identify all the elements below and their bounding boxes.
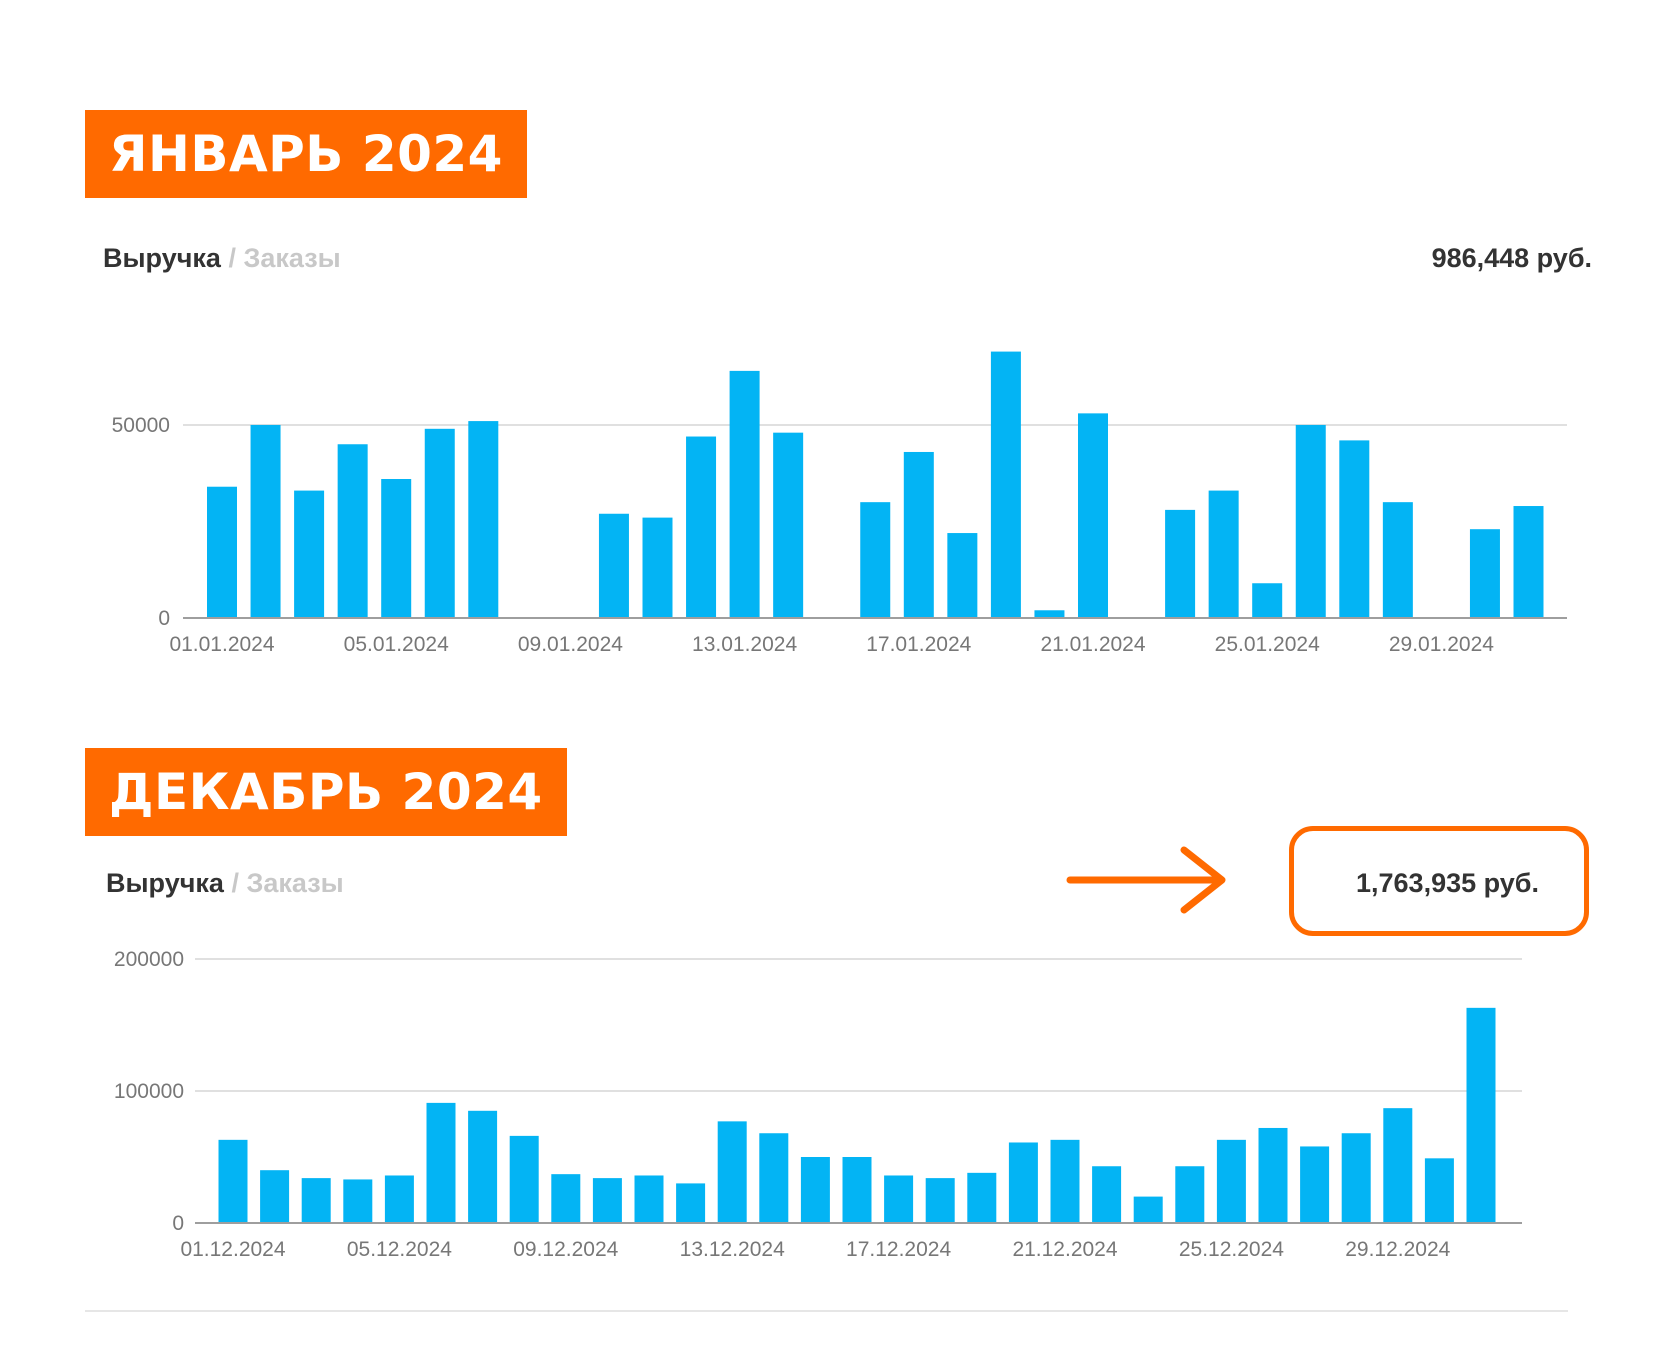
january-bar-23.01.2024[interactable] [1165, 509, 1196, 618]
december-x-tick-label: 21.12.2024 [1012, 1238, 1117, 1261]
december-x-tick-label: 13.12.2024 [680, 1238, 785, 1261]
january-bar-27.01.2024[interactable] [1339, 440, 1370, 618]
january-tab-orders[interactable]: Заказы [243, 243, 341, 273]
january-bar-25.01.2024[interactable] [1252, 583, 1283, 618]
january-bar-12.01.2024[interactable] [686, 436, 717, 618]
december-bar-20.12.2024[interactable] [1008, 1142, 1038, 1223]
december-x-tick-label: 09.12.2024 [513, 1238, 618, 1261]
january-bar-04.01.2024[interactable] [337, 444, 368, 618]
january-bar-10.01.2024[interactable] [598, 513, 629, 618]
december-revenue-chart: 0 100000 200000 01.12.2024 05.12.2024 09.12.2… [114, 948, 1522, 1261]
january-bar-13.01.2024[interactable] [729, 370, 760, 618]
january-x-tick-label: 17.01.2024 [866, 633, 971, 656]
january-banner: ЯНВАРЬ 2024 [85, 110, 527, 198]
december-bar-01.12.2024[interactable] [218, 1139, 248, 1223]
january-total-revenue: 986,448 руб. [1431, 243, 1592, 273]
january-x-tick-label: 21.01.2024 [1040, 633, 1145, 656]
january-tab-revenue[interactable]: Выручка [103, 243, 221, 273]
december-bar-09.12.2024[interactable] [551, 1174, 581, 1223]
january-bar-18.01.2024[interactable] [947, 533, 978, 618]
january-bar-01.01.2024[interactable] [207, 486, 237, 618]
december-x-tick-label: 25.12.2024 [1179, 1238, 1284, 1261]
december-bar-18.12.2024[interactable] [925, 1178, 955, 1223]
january-tab-separator: / [228, 243, 236, 273]
january-x-tick-label: 09.01.2024 [518, 633, 623, 656]
december-bar-05.12.2024[interactable] [384, 1175, 414, 1223]
january-x-tick-label: 01.01.2024 [169, 633, 274, 656]
january-revenue-chart: 0 50000 01.01.2024 05.01.2024 09.01.2024 13.0… [112, 351, 1567, 656]
january-bar-31.01.2024[interactable] [1513, 506, 1544, 618]
december-bar-29.12.2024[interactable] [1383, 1108, 1413, 1223]
january-bar-11.01.2024[interactable] [642, 517, 673, 618]
december-x-tick-label: 29.12.2024 [1345, 1238, 1450, 1261]
january-y-tick-label: 0 [158, 607, 170, 630]
january-bar-21.01.2024[interactable] [1078, 413, 1108, 618]
december-bar-10.12.2024[interactable] [592, 1178, 622, 1223]
december-bar-06.12.2024[interactable] [426, 1102, 456, 1223]
january-x-tick-label: 29.01.2024 [1389, 633, 1494, 656]
january-x-tick-label: 05.01.2024 [344, 633, 449, 656]
december-tab-revenue[interactable]: Выручка [106, 868, 224, 898]
january-bar-16.01.2024[interactable] [860, 502, 891, 618]
december-x-tick-label: 17.12.2024 [846, 1238, 951, 1261]
december-bar-15.12.2024[interactable] [800, 1157, 830, 1223]
december-y-tick-label: 200000 [114, 948, 184, 971]
december-banner: ДЕКАБРЬ 2024 [85, 748, 567, 836]
december-y-tick-label: 100000 [114, 1080, 184, 1103]
december-bar-13.12.2024[interactable] [717, 1121, 747, 1223]
december-bar-26.12.2024[interactable] [1258, 1127, 1288, 1223]
december-x-tick-label: 05.12.2024 [347, 1238, 452, 1261]
january-bar-02.01.2024[interactable] [250, 424, 281, 618]
january-bar-28.01.2024[interactable] [1382, 502, 1413, 618]
january-bar-06.01.2024[interactable] [424, 428, 455, 618]
december-bar-07.12.2024[interactable] [468, 1110, 498, 1223]
january-bar-05.01.2024[interactable] [381, 479, 412, 618]
december-y-tick-label: 0 [172, 1212, 184, 1235]
december-bar-23.12.2024[interactable] [1133, 1196, 1163, 1223]
january-bar-20.01.2024[interactable] [1034, 610, 1065, 618]
december-bar-03.12.2024[interactable] [301, 1178, 331, 1223]
arrow-right-icon [1066, 846, 1226, 914]
january-bar-17.01.2024[interactable] [903, 451, 934, 618]
january-metric-tabs: Выручка / Заказы [103, 243, 341, 274]
january-x-tick-label: 25.01.2024 [1215, 633, 1320, 656]
january-bar-19.01.2024[interactable] [990, 351, 1021, 618]
december-bar-25.12.2024[interactable] [1216, 1139, 1246, 1223]
december-bar-24.12.2024[interactable] [1175, 1166, 1205, 1223]
december-tab-separator: / [231, 868, 239, 898]
december-bar-02.12.2024[interactable] [260, 1170, 290, 1223]
january-bar-03.01.2024[interactable] [294, 490, 325, 618]
total-highlight-frame [1289, 826, 1589, 936]
december-bar-12.12.2024[interactable] [676, 1183, 706, 1223]
december-bar-04.12.2024[interactable] [343, 1179, 373, 1223]
december-bar-28.12.2024[interactable] [1341, 1133, 1371, 1223]
january-bar-07.01.2024[interactable] [468, 421, 499, 618]
january-bar-24.01.2024[interactable] [1208, 490, 1239, 618]
december-total-revenue: 1,763,935 руб. [1356, 868, 1539, 898]
december-bar-27.12.2024[interactable] [1300, 1146, 1330, 1223]
december-bar-14.12.2024[interactable] [759, 1133, 789, 1223]
december-bar-21.12.2024[interactable] [1050, 1139, 1080, 1223]
december-x-tick-label: 01.12.2024 [180, 1238, 285, 1261]
bottom-divider [85, 1310, 1568, 1312]
december-bar-16.12.2024[interactable] [842, 1157, 872, 1223]
december-bar-30.12.2024[interactable] [1424, 1158, 1454, 1223]
december-metric-tabs: Выручка / Заказы [106, 868, 344, 899]
january-y-tick-label: 50000 [112, 414, 170, 437]
december-bar-17.12.2024[interactable] [884, 1175, 914, 1223]
december-bar-31.12.2024[interactable] [1466, 1007, 1496, 1223]
december-bar-08.12.2024[interactable] [509, 1135, 539, 1223]
january-bar-26.01.2024[interactable] [1295, 424, 1326, 618]
december-tab-orders[interactable]: Заказы [246, 868, 344, 898]
december-bar-11.12.2024[interactable] [634, 1175, 664, 1223]
december-bar-19.12.2024[interactable] [967, 1172, 997, 1223]
january-bar-14.01.2024[interactable] [773, 432, 804, 618]
december-bar-22.12.2024[interactable] [1092, 1166, 1122, 1223]
january-bar-30.01.2024[interactable] [1469, 529, 1500, 618]
january-x-tick-label: 13.01.2024 [692, 633, 797, 656]
